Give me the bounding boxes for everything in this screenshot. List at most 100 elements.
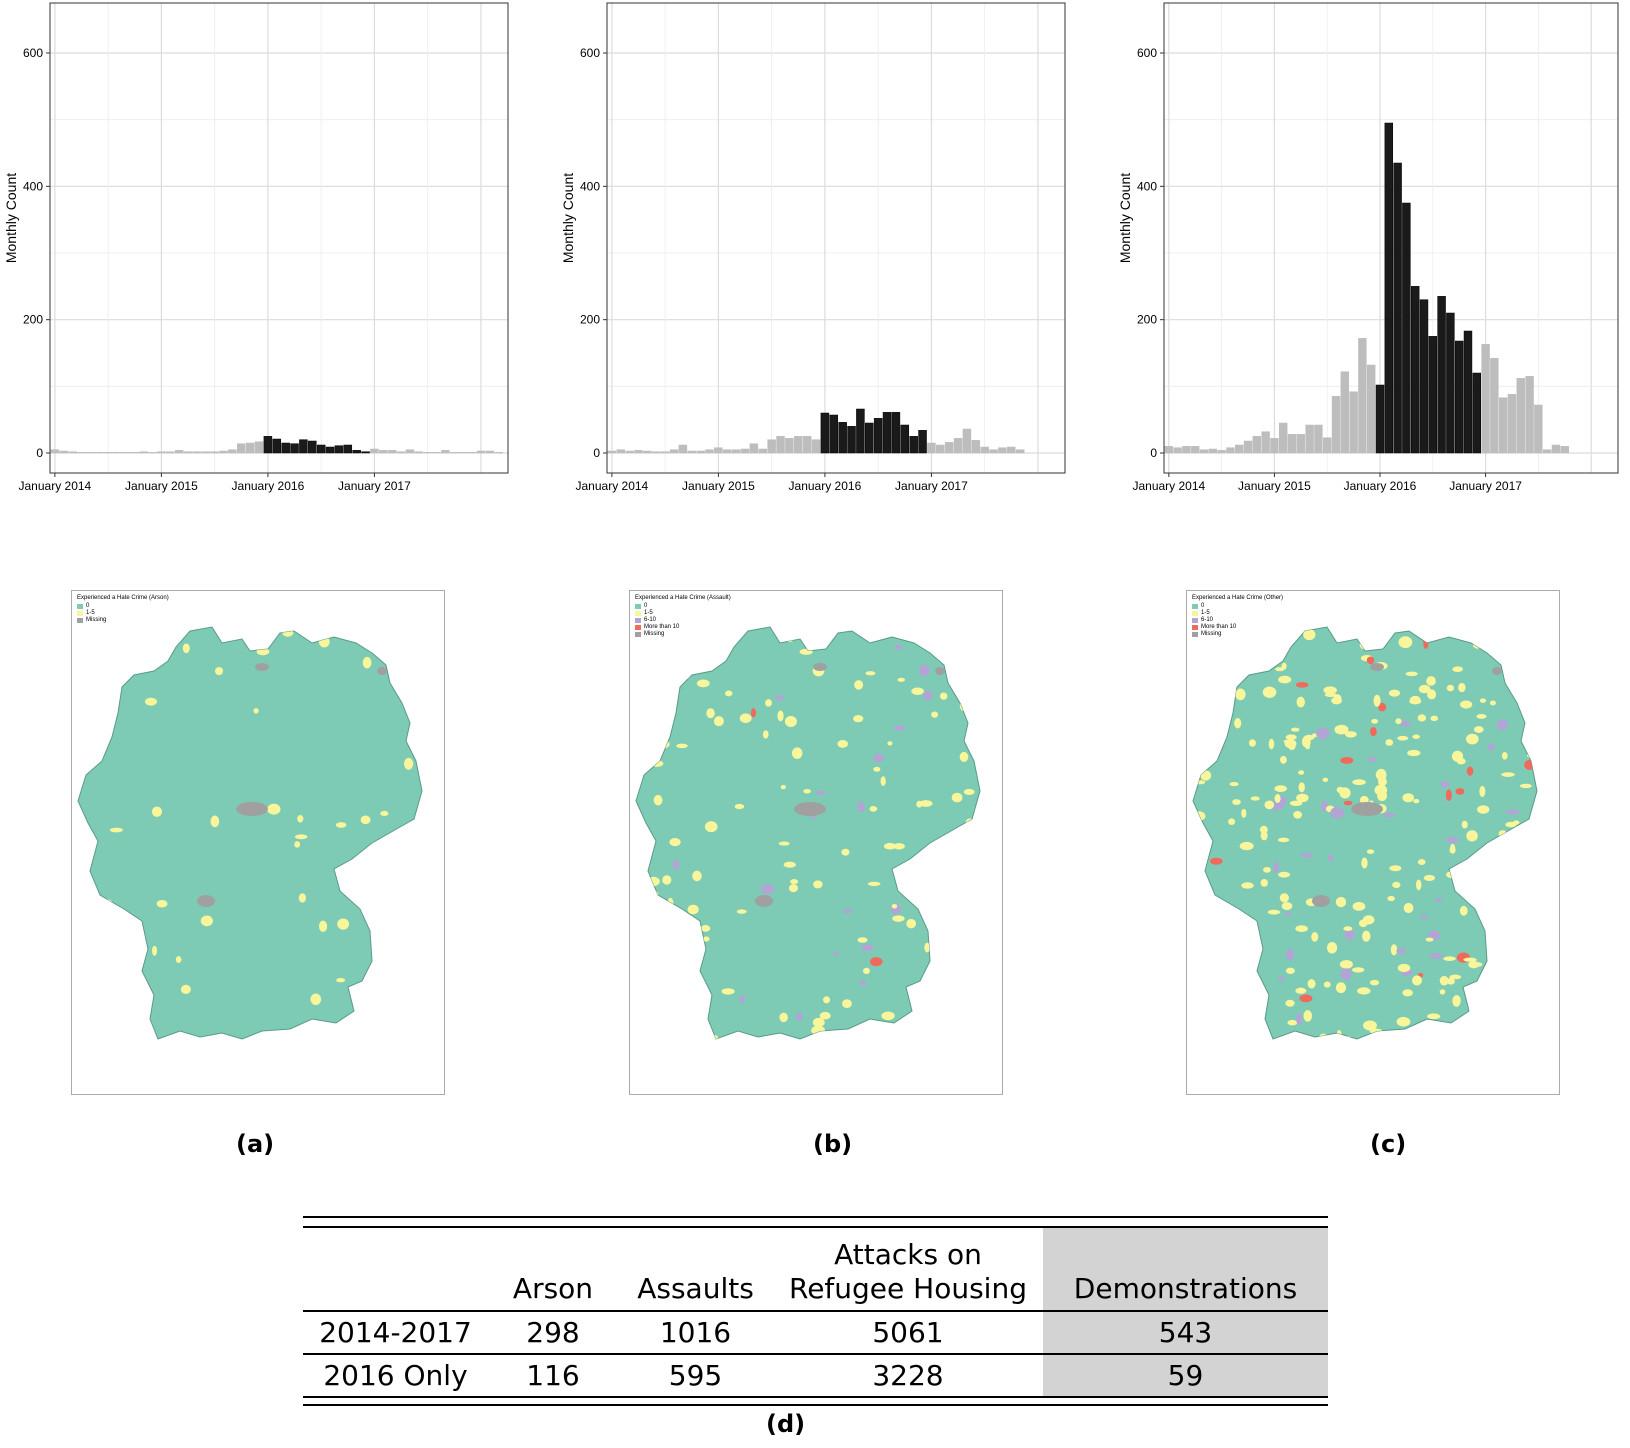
district-yellow [813,880,823,889]
district-red [1340,756,1354,764]
bar [299,439,308,454]
y-tick-label: 400 [1137,179,1157,193]
legend-title: Experienced a Hate Crime (Arson) [77,595,169,601]
bar [1410,286,1420,454]
district-missing [813,663,827,671]
district-yellow [1489,700,1496,706]
district-yellow [960,687,969,697]
bar [643,450,652,454]
district-yellow [1538,1041,1544,1046]
district-yellow [1311,1037,1321,1039]
x-tick-label: January 2015 [1238,479,1311,493]
district-yellow [1405,671,1418,677]
bar [1516,378,1525,454]
bar [308,440,317,454]
bar [1199,449,1209,454]
bar [254,441,264,454]
district-yellow [1336,786,1344,794]
bar [847,426,856,454]
bar [731,449,741,454]
district-yellow [1241,882,1254,889]
district-yellow [1409,698,1422,705]
bar [785,438,794,454]
district-yellow [709,1034,719,1039]
district-missing [935,667,945,675]
district-yellow [933,900,944,911]
district-red [1366,656,1375,665]
district-yellow [1395,1041,1407,1048]
bar [50,449,60,454]
bar [290,443,299,454]
bar [1454,340,1464,454]
district-yellow [204,1045,215,1055]
bar [971,440,981,454]
table-cell: 595 [668,1359,723,1392]
bar [68,451,77,454]
legend-item: 1-5 [77,610,169,617]
district-yellow [1369,979,1380,986]
bar [865,422,874,454]
district-yellow [1281,902,1293,911]
district-yellow [1463,957,1477,962]
district-yellow [1540,844,1546,855]
district-yellow [337,918,350,930]
legend-item: Missing [635,631,731,638]
district-yellow [1334,724,1349,735]
district-yellow [297,627,309,633]
plot-frame [606,2,1066,474]
bar [1323,437,1332,454]
district-yellow [1255,993,1264,1004]
district-yellow [1264,800,1275,810]
district-yellow [862,967,870,975]
district-yellow [713,716,724,727]
table-cell: 5061 [872,1316,944,1349]
district-yellow [837,739,849,748]
district-purple [861,944,874,952]
district-purple [833,951,840,956]
legend-label: More than 10 [644,624,680,630]
district-yellow [1196,936,1208,943]
district-purple [1505,809,1520,815]
district-yellow [1193,952,1202,964]
legend-item: Missing [1192,631,1283,638]
district-yellow [125,627,133,635]
district-yellow [1531,748,1537,759]
bar [121,452,131,454]
district-yellow [700,925,711,932]
district-yellow [1229,945,1242,954]
district-yellow [1239,841,1254,851]
district-yellow [1446,870,1460,879]
legend-label: Missing [644,631,665,637]
legend-label: 0 [1201,603,1205,609]
district-purple [760,884,775,895]
district-yellow [662,875,672,885]
bar [1551,444,1561,454]
district-yellow [1480,982,1488,993]
bar [607,450,617,454]
y-tick-label: 200 [23,313,43,327]
y-tick-label: 200 [1137,313,1157,327]
x-tick-label: January 2014 [19,479,92,493]
district-yellow [1333,694,1342,704]
district-yellow [1239,953,1249,965]
district-yellow [1274,794,1281,803]
district-yellow [965,818,974,827]
x-tick-label: January 2014 [576,479,649,493]
district-yellow [1475,1020,1481,1032]
y-tick-label: 600 [580,46,600,60]
district-yellow [362,656,372,669]
district-yellow [1323,981,1331,988]
table-header-row: Arson Assaults Attacks on Refugee Housin… [303,1228,1328,1310]
district-purple [1531,958,1537,966]
table-header-cell: Attacks on Refugee Housing [789,1238,1027,1305]
district-yellow [636,1030,640,1037]
district-yellow [1413,798,1420,804]
district-yellow [1295,987,1307,994]
district-red [1466,766,1474,776]
district-yellow [977,695,980,705]
legend-item: More than 10 [635,624,731,631]
district-yellow [156,899,168,908]
district-yellow [1228,818,1236,826]
panel-label-a: (a) [236,1130,275,1158]
district-yellow [1285,967,1295,974]
